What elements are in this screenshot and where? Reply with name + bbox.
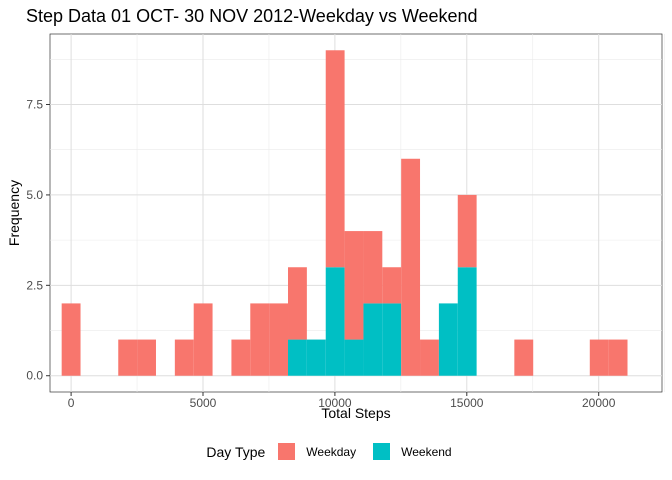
bar-weekend <box>363 303 383 376</box>
x-axis-title: Total Steps <box>321 405 390 421</box>
chart-title: Step Data 01 OCT- 30 NOV 2012-Weekday vs… <box>26 6 478 26</box>
bar-weekend <box>288 339 307 376</box>
x-tick-label: 20000 <box>582 396 616 410</box>
bar-weekday <box>325 50 345 268</box>
legend-swatch-weekday <box>275 440 299 463</box>
bar-weekend <box>306 339 326 376</box>
bar-weekday <box>344 231 364 340</box>
legend-item-weekday: Weekday <box>275 440 356 463</box>
legend-label-weekday: Weekday <box>306 444 357 459</box>
bar-weekend <box>382 303 402 376</box>
y-axis-title: Frequency <box>6 180 22 246</box>
legend: Day Type Weekday Weekend <box>0 440 672 463</box>
bar-weekend <box>438 303 458 376</box>
bar-weekday <box>608 339 628 376</box>
bar-weekend <box>457 267 477 376</box>
bar-weekday <box>61 303 81 376</box>
bar-weekday <box>363 231 383 304</box>
bar-weekday <box>401 158 421 376</box>
bar-weekday <box>250 303 270 376</box>
x-tick-label: 15000 <box>450 396 484 410</box>
x-tick-label: 0 <box>68 396 75 410</box>
bar-weekday <box>589 339 609 376</box>
legend-title: Day Type <box>206 443 266 460</box>
x-tick-label: 5000 <box>190 396 217 410</box>
axis-tick-labels: 0 5000 10000 15000 20000 0.0 2.5 5.0 7.5 <box>26 98 615 410</box>
bar-weekday <box>288 267 307 340</box>
bar-weekday <box>514 339 534 376</box>
y-tick-label: 7.5 <box>26 98 43 112</box>
y-tick-label: 5.0 <box>26 188 43 202</box>
bar-weekday <box>420 339 439 376</box>
bar-weekday <box>382 267 402 304</box>
legend-swatch-weekend <box>370 440 394 463</box>
x-tick-label: 10000 <box>318 396 352 410</box>
bar-weekday <box>137 339 156 376</box>
legend-item-weekend: Weekend <box>370 440 452 463</box>
y-tick-label: 0.0 <box>26 369 43 383</box>
bar-weekday <box>193 303 213 376</box>
bar-weekday <box>269 303 289 376</box>
bar-weekday <box>174 339 194 376</box>
histogram-bars <box>61 50 628 376</box>
legend-label-weekend: Weekend <box>401 444 452 459</box>
bar-weekend <box>325 267 345 376</box>
bar-weekday <box>457 194 477 268</box>
bar-weekday <box>231 339 251 376</box>
bar-weekend <box>344 339 364 376</box>
bar-weekday <box>118 339 138 376</box>
y-tick-label: 2.5 <box>26 278 43 292</box>
